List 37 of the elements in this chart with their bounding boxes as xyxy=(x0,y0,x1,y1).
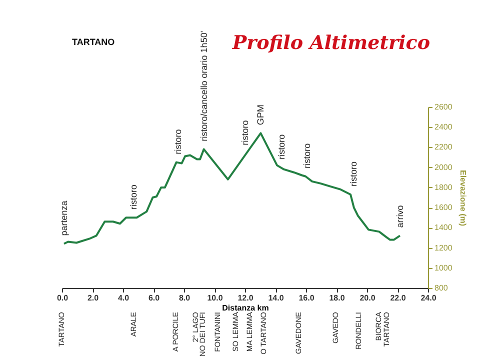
annotation: ristoro xyxy=(276,134,287,160)
y-tick-label: 1200 xyxy=(434,243,453,252)
y-tick-label: 1600 xyxy=(434,203,453,212)
x-tick-label: 0.0 xyxy=(56,294,69,302)
y-tick-label: 800 xyxy=(434,284,448,292)
x-tick-label: 4.0 xyxy=(118,294,130,302)
x-tick-label: 22.0 xyxy=(390,294,406,302)
x-tick-label: 8.0 xyxy=(178,294,191,302)
y-tick-label: 1800 xyxy=(434,182,453,192)
annotation: ristoro xyxy=(172,129,183,154)
x-tick-label: 14.0 xyxy=(268,294,284,302)
x-tick-label: 16.0 xyxy=(298,294,315,302)
x-tick-label: 18.0 xyxy=(329,294,346,302)
x-tick-label: 2.0 xyxy=(87,294,100,302)
annotation: ristoro xyxy=(302,143,312,168)
chart-title: Profilo Altimetrico xyxy=(231,32,430,54)
y-tick-label: 2000 xyxy=(434,162,453,172)
y-axis-title: Elevazione (m) xyxy=(458,170,468,226)
text: TARTANO xyxy=(72,37,115,47)
y-tick-label: 2600 xyxy=(434,102,453,112)
x-tick-label: 6.0 xyxy=(148,294,160,302)
annotation: GPM xyxy=(256,104,266,126)
annotation: partenza xyxy=(58,200,69,236)
x-axis-title: Distanza km xyxy=(222,304,269,312)
x-tick-label: 10.0 xyxy=(207,294,224,302)
annotation: ristoro xyxy=(348,161,358,186)
y-tick-label: 2400 xyxy=(434,122,453,132)
x-tick-label: 20.0 xyxy=(360,294,376,302)
annotation: ristoro xyxy=(128,184,139,210)
y-tick-label: 1000 xyxy=(434,263,453,272)
annotation: arrivo xyxy=(394,205,405,228)
x-tick-label: 24.0 xyxy=(420,294,437,302)
annotation: ristoro/cancello orario 1h50' xyxy=(198,30,209,142)
annotation: ristoro xyxy=(240,120,250,146)
y-tick-label: 1400 xyxy=(434,223,453,232)
x-tick-label: 12.0 xyxy=(238,294,254,302)
y-tick-label: 2200 xyxy=(434,142,453,152)
